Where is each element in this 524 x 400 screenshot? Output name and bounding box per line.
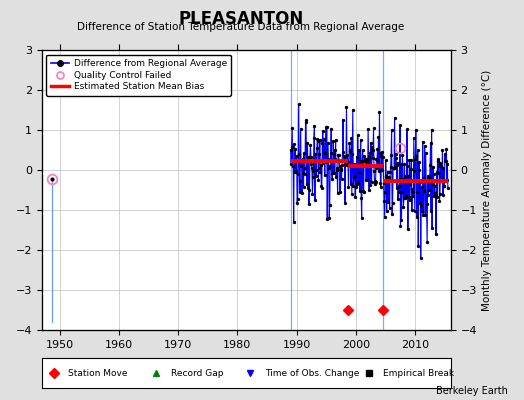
Text: Difference of Station Temperature Data from Regional Average: Difference of Station Temperature Data f… bbox=[78, 22, 405, 32]
Text: Time of Obs. Change: Time of Obs. Change bbox=[265, 368, 359, 378]
Legend: Difference from Regional Average, Quality Control Failed, Estimated Station Mean: Difference from Regional Average, Qualit… bbox=[47, 54, 231, 96]
Text: Berkeley Earth: Berkeley Earth bbox=[436, 386, 508, 396]
Text: Station Move: Station Move bbox=[69, 368, 128, 378]
Y-axis label: Monthly Temperature Anomaly Difference (°C): Monthly Temperature Anomaly Difference (… bbox=[483, 69, 493, 311]
Text: Empirical Break: Empirical Break bbox=[383, 368, 454, 378]
Text: PLEASANTON: PLEASANTON bbox=[178, 10, 304, 28]
Text: Record Gap: Record Gap bbox=[171, 368, 223, 378]
